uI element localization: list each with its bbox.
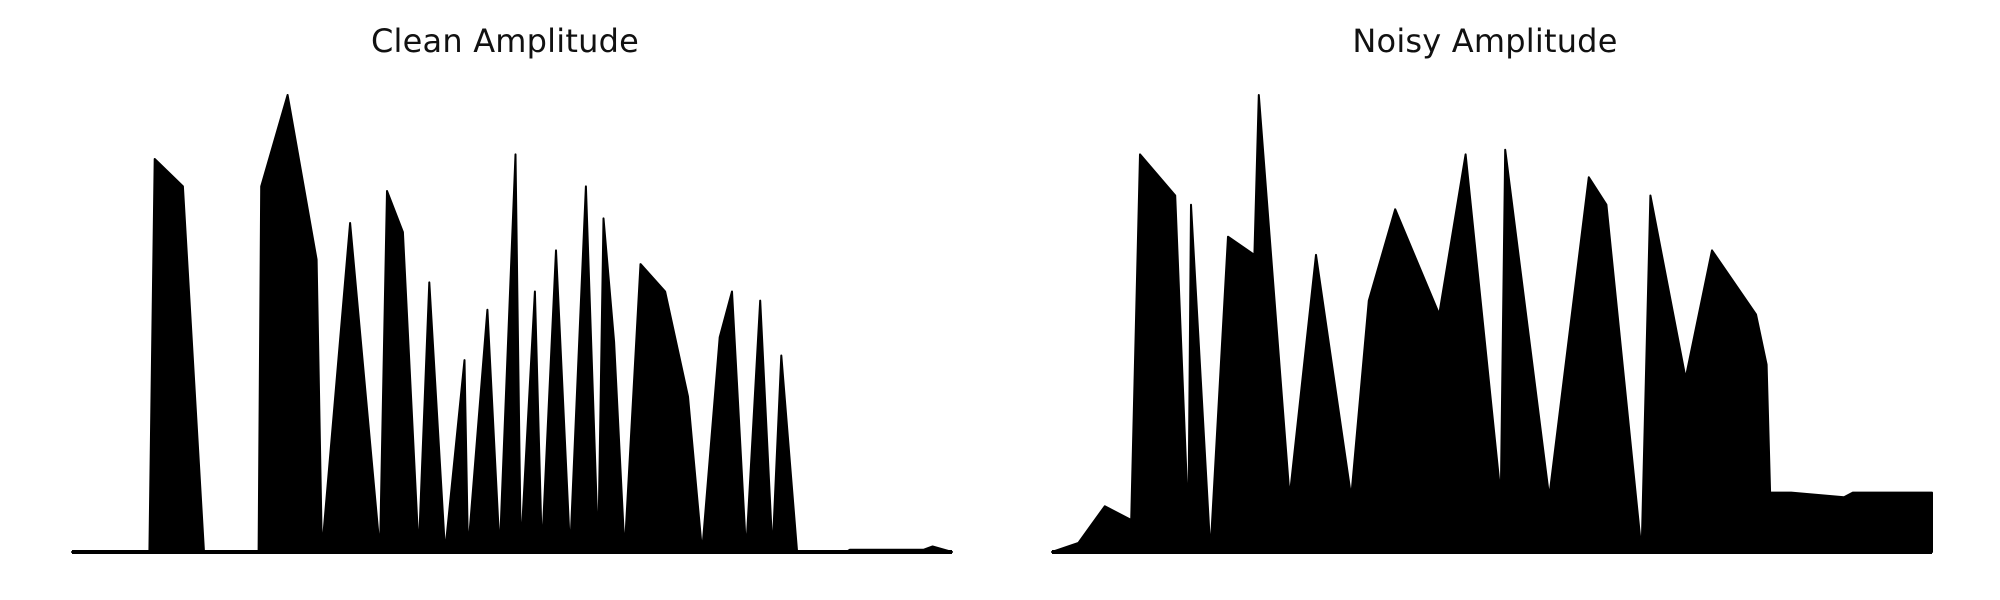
- clean-amplitude-area: [71, 94, 953, 553]
- noisy-amplitude-panel: Noisy Amplitude: [1020, 0, 1950, 600]
- clean-amplitude-title: Clean Amplitude: [371, 22, 639, 60]
- noisy-amplitude-title: Noisy Amplitude: [1352, 22, 1618, 60]
- clean-amplitude-plot: [71, 94, 953, 554]
- noisy-amplitude-plot: [1051, 94, 1933, 554]
- noisy-amplitude-area: [1051, 94, 1933, 553]
- clean-amplitude-panel: Clean Amplitude: [40, 0, 970, 600]
